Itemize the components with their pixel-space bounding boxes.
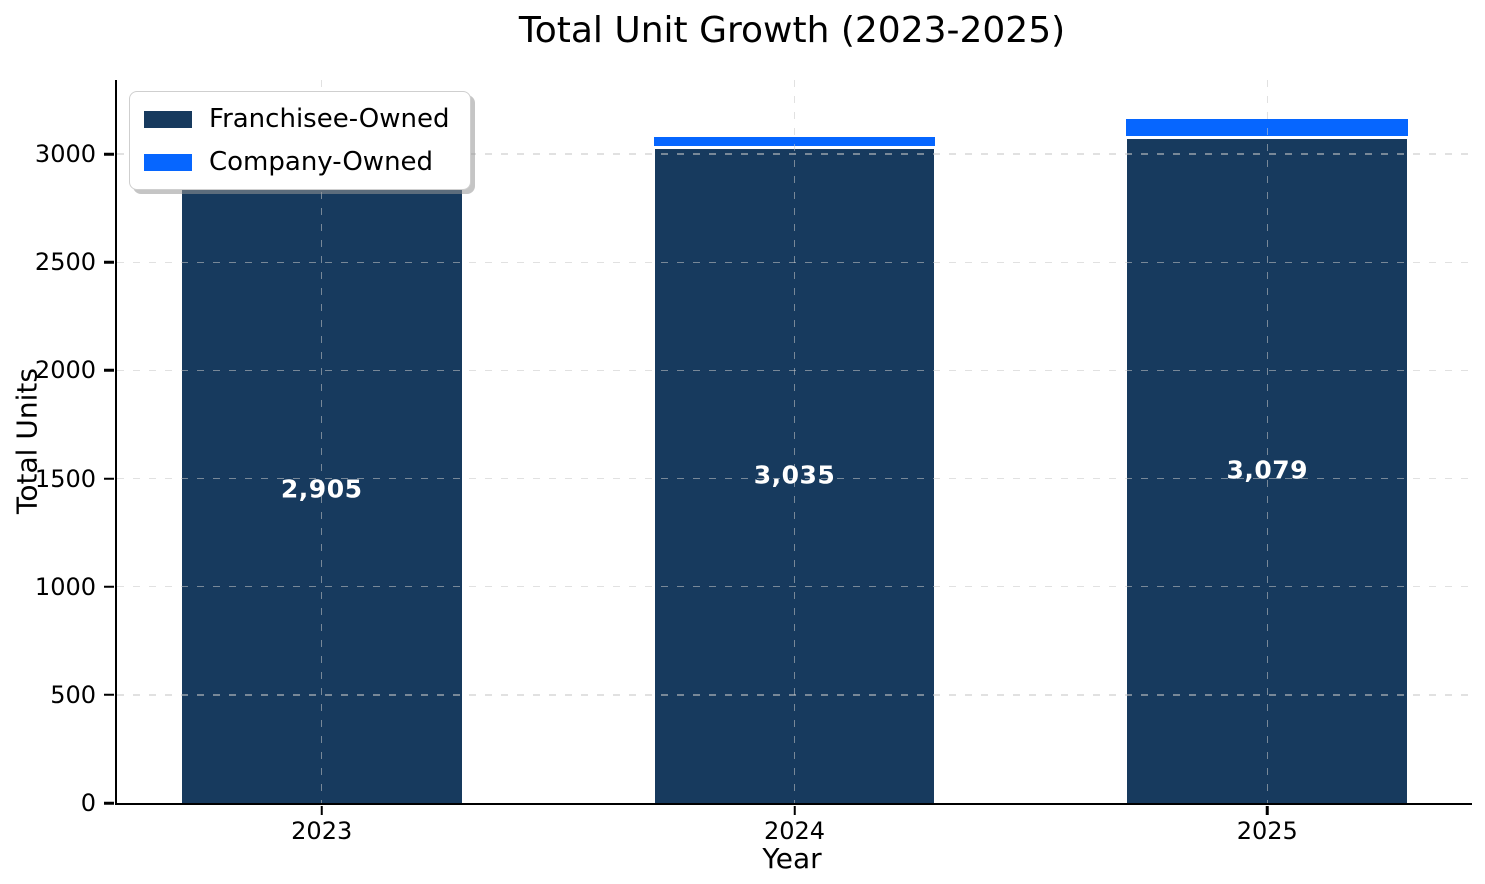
legend-item-franchisee-owned: Franchisee-Owned bbox=[144, 104, 450, 134]
y-tick-mark bbox=[104, 693, 114, 697]
x-tick-mark bbox=[1266, 805, 1269, 815]
y-tick-label: 3000 bbox=[34, 140, 96, 169]
bar-value-label: 3,079 bbox=[1226, 455, 1309, 485]
y-tick-label: 500 bbox=[50, 680, 96, 709]
legend: Franchisee-Owned Company-Owned bbox=[129, 91, 471, 190]
gridline-vertical bbox=[793, 80, 796, 803]
y-tick-mark bbox=[104, 152, 114, 156]
gridline-vertical bbox=[320, 80, 323, 803]
y-tick-mark bbox=[104, 261, 114, 264]
x-axis-label: Year bbox=[762, 842, 822, 875]
x-tick-mark bbox=[320, 805, 323, 815]
legend-label-franchisee-owned: Franchisee-Owned bbox=[209, 104, 450, 134]
y-tick-label: 1500 bbox=[34, 464, 96, 493]
y-tick-label: 2000 bbox=[34, 356, 96, 385]
y-tick-label: 1000 bbox=[34, 572, 96, 601]
plot-area: Franchisee-Owned Company-Owned 0 500 1000 1… bbox=[35, 80, 1472, 845]
x-tick-label: 2023 bbox=[291, 817, 353, 845]
y-tick-mark bbox=[104, 477, 114, 480]
y-tick-mark bbox=[104, 585, 114, 588]
x-tick-label: 2025 bbox=[1236, 817, 1298, 845]
bar-value-label: 3,035 bbox=[753, 460, 836, 490]
legend-swatch-franchisee-owned bbox=[144, 110, 192, 128]
legend-swatch-company-owned bbox=[144, 153, 192, 171]
legend-label-company-owned: Company-Owned bbox=[209, 147, 434, 177]
y-tick-mark bbox=[104, 801, 114, 805]
x-tick-label: 2024 bbox=[763, 817, 826, 845]
x-tick-mark bbox=[793, 805, 796, 815]
chart-title: Total Unit Growth (2023-2025) bbox=[518, 10, 1066, 51]
legend-item-company-owned: Company-Owned bbox=[144, 147, 450, 177]
bar-value-label: 2,905 bbox=[280, 474, 363, 504]
y-tick-label: 0 bbox=[80, 789, 96, 817]
gridline-vertical bbox=[1266, 80, 1269, 803]
y-tick-mark bbox=[104, 369, 114, 372]
y-tick-label: 2500 bbox=[34, 248, 96, 277]
